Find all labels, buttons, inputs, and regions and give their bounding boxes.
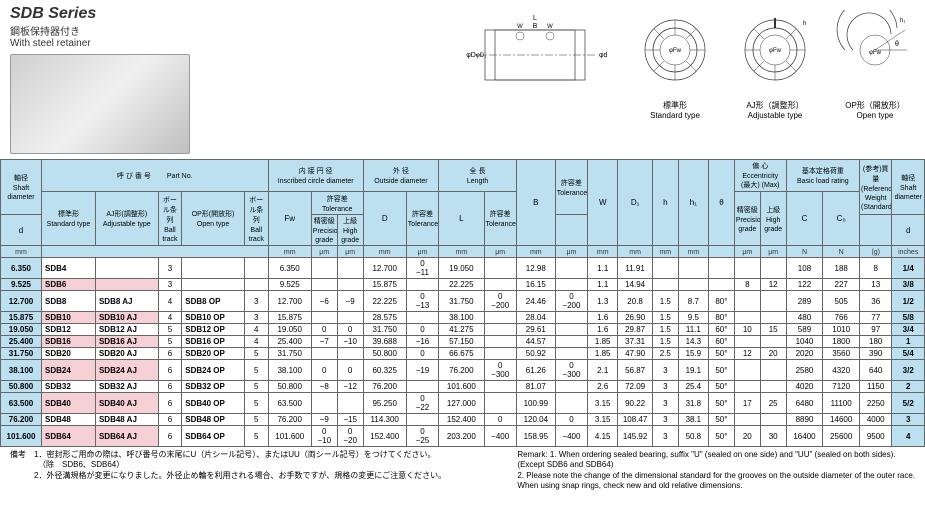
subtitle-jp: 鋼板保持器付き xyxy=(10,23,210,38)
table-row: 25.400SDB16SDB16 AJ5SDB16 OP425.400−7−10… xyxy=(1,336,925,348)
table-row: 38.100SDB24SDB24 AJ6SDB24 OP538.1000060.… xyxy=(1,360,925,381)
svg-text:φFw: φFw xyxy=(769,48,782,54)
op-label-jp: OP形（開放形） xyxy=(835,100,915,111)
table-row: 63.500SDB40SDB40 AJ6SDB40 OP563.50095.25… xyxy=(1,393,925,414)
table-body: 6.350SDB436.35012.7000 −1119.05012.981.1… xyxy=(1,258,925,447)
table-row: 31.750SDB20SDB20 AJ6SDB20 OP531.75050.80… xyxy=(1,348,925,360)
aj-label-jp: AJ形（調整形） xyxy=(735,100,815,111)
footnotes: 備考 1．密封形ご用命の際は、呼び番号の末尾にU（片シール記号）、またはUU（両… xyxy=(0,447,925,495)
svg-text:W: W xyxy=(547,24,553,30)
subtitle-en: With steel retainer xyxy=(10,38,210,49)
footnote-left-2: （除 SDB6、SDB64） xyxy=(10,460,446,470)
footnote-left-3: 2．外径溝規格が変更になりました。外径止め輪を利用される場合、お手数ですが、規格… xyxy=(10,471,446,481)
table-row: 101.600SDB64SDB64 AJ6SDB64 OP5101.6000 −… xyxy=(1,426,925,447)
table-row: 15.875SDB10SDB10 AJ4SDB10 OP315.87528.57… xyxy=(1,312,925,324)
standard-label-en: Standard type xyxy=(635,111,715,120)
svg-text:φFw: φFw xyxy=(669,48,682,54)
op-label-en: Open type xyxy=(835,111,915,120)
standard-diagram: φFw 標準形 Standard type xyxy=(635,10,715,120)
table-header: 軸径Shaft diameter 呼 び 番 号 Part No. 内 接 円 … xyxy=(1,160,925,258)
footnote-right-4: When using snap rings, check new and old… xyxy=(517,481,915,491)
header: SDB Series 鋼板保持器付き With steel retainer L… xyxy=(0,0,925,159)
svg-text:L: L xyxy=(533,15,537,22)
cross-section-diagram: L B W W φD φD₁ φd xyxy=(455,10,615,120)
svg-text:φFw: φFw xyxy=(869,50,882,56)
table-row: 19.050SDB12SDB12 AJ5SDB12 OP419.0500031.… xyxy=(1,324,925,336)
title-block: SDB Series 鋼板保持器付き With steel retainer xyxy=(10,5,210,154)
table-row: 6.350SDB436.35012.7000 −1119.05012.981.1… xyxy=(1,258,925,279)
svg-text:φD₁: φD₁ xyxy=(476,53,486,59)
footnote-left-1: 備考 1．密封形ご用命の際は、呼び番号の末尾にU（片シール記号）、またはUU（両… xyxy=(10,450,446,460)
spec-table: 軸径Shaft diameter 呼 び 番 号 Part No. 内 接 円 … xyxy=(0,159,925,447)
svg-text:h₁: h₁ xyxy=(900,18,905,24)
product-image xyxy=(10,54,190,154)
table-row: 12.700SDB8SDB8 AJ4SDB8 OP312.700−6−922.2… xyxy=(1,291,925,312)
footnote-right-3: 2. Please note the change of the dimensi… xyxy=(517,471,915,481)
table-row: 9.525SDB639.52515.87522.22516.151.114.94… xyxy=(1,279,925,291)
footnote-right-2: (Except SDB6 and SDB64) xyxy=(517,460,915,470)
svg-text:h: h xyxy=(803,21,806,27)
svg-text:φd: φd xyxy=(599,52,608,59)
series-title: SDB Series xyxy=(10,5,210,23)
svg-text:W: W xyxy=(517,24,523,30)
svg-text:B: B xyxy=(533,23,538,30)
table-row: 76.200SDB48SDB48 AJ6SDB48 OP576.200−9−15… xyxy=(1,414,925,426)
aj-label-en: Adjustable type xyxy=(735,111,815,120)
op-diagram: h₁ θ φFw OP形（開放形） Open type xyxy=(835,10,915,120)
diagrams: L B W W φD φD₁ φd φFw xyxy=(210,5,915,154)
footnote-right-1: Remark: 1. When ordering sealed bearing,… xyxy=(517,450,915,460)
svg-text:θ: θ xyxy=(895,41,899,48)
standard-label-jp: 標準形 xyxy=(635,100,715,111)
table-row: 50.800SDB32SDB32 AJ6SDB32 OP550.800−8−12… xyxy=(1,381,925,393)
svg-text:φD: φD xyxy=(466,52,476,59)
aj-diagram: h φFw AJ形（調整形） Adjustable type xyxy=(735,10,815,120)
